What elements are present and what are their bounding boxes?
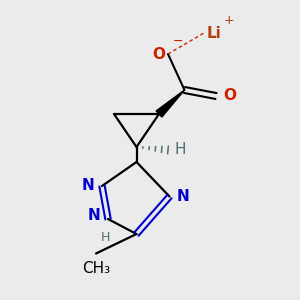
Text: N: N	[177, 189, 190, 204]
Text: CH₃: CH₃	[82, 261, 110, 276]
Text: H: H	[174, 142, 185, 158]
Text: O: O	[224, 88, 236, 104]
Text: H: H	[100, 231, 110, 244]
Text: +: +	[224, 14, 234, 27]
Text: −: −	[172, 35, 183, 48]
Polygon shape	[156, 90, 184, 117]
Text: O: O	[152, 46, 165, 62]
Text: Li: Li	[207, 26, 222, 40]
Text: N: N	[88, 208, 100, 224]
Text: N: N	[82, 178, 94, 194]
